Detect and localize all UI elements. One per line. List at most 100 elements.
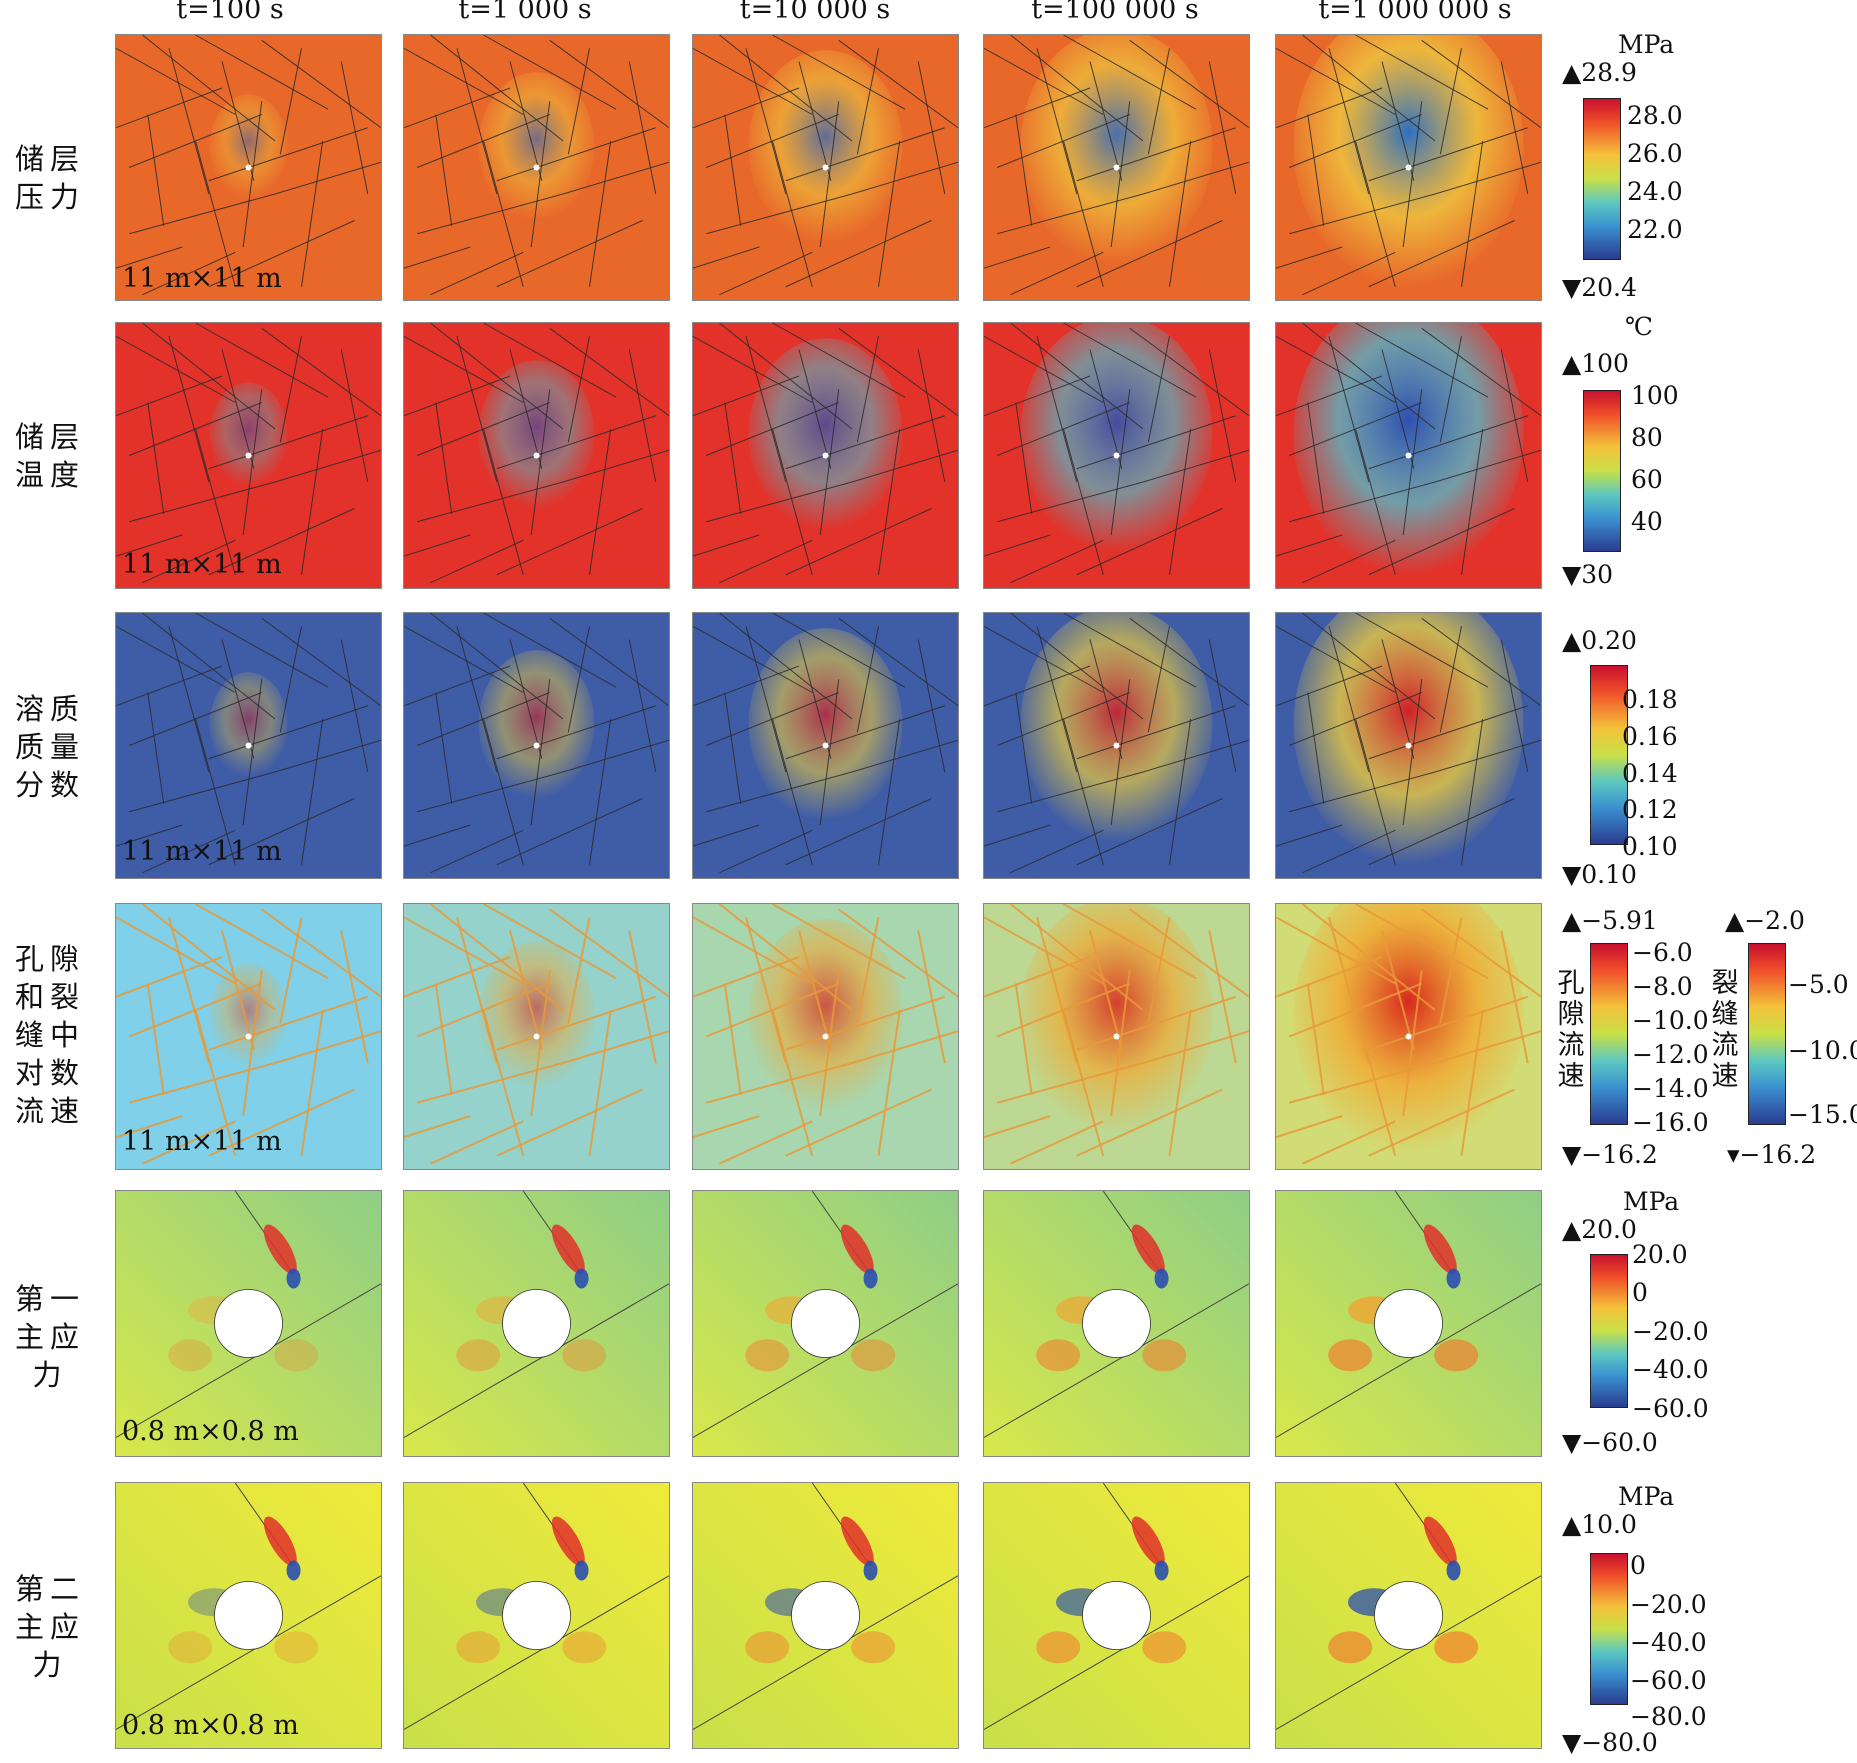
colorbar-tick: −20.0 bbox=[1630, 1590, 1707, 1619]
field-panel bbox=[1275, 903, 1542, 1170]
colorbar-tick: 40 bbox=[1631, 507, 1663, 536]
colorbar-tick: −15.0 bbox=[1788, 1100, 1857, 1129]
field-panel bbox=[403, 612, 670, 879]
colorbar-tick: 100 bbox=[1631, 381, 1679, 410]
colorbar-min-temperature: ▼30 bbox=[1562, 560, 1614, 589]
field-panel bbox=[692, 1482, 959, 1749]
colorbar-tick: −10.0 bbox=[1632, 1006, 1709, 1035]
row-label-stress2: 第二 主应力 bbox=[14, 1572, 85, 1682]
field-panel bbox=[403, 322, 670, 589]
colorbar-tick: 0.12 bbox=[1622, 795, 1678, 824]
colorbar-tick: −8.0 bbox=[1632, 972, 1693, 1001]
colorbar-fracture-velocity bbox=[1748, 943, 1786, 1125]
field-panel bbox=[1275, 34, 1542, 301]
colorbar-tick: 28.0 bbox=[1627, 101, 1683, 130]
field-panel bbox=[403, 1482, 670, 1749]
field-panel bbox=[983, 612, 1250, 879]
colorbar-pore-velocity bbox=[1590, 943, 1628, 1125]
colorbar-max-fracture-velocity: ▲−2.0 bbox=[1725, 906, 1805, 935]
colorbar-min-solute: ▼0.10 bbox=[1562, 860, 1637, 889]
time-header-100000s: t=100 000 s bbox=[1031, 0, 1199, 25]
colorbar-temperature bbox=[1583, 390, 1621, 552]
colorbar-side-label-fracture: 裂 缝 流 速 bbox=[1711, 968, 1739, 1092]
colorbar-pressure bbox=[1583, 98, 1621, 260]
colorbar-max-stress1: ▲20.0 bbox=[1562, 1215, 1637, 1244]
field-panel bbox=[403, 1190, 670, 1457]
scale-label-stress1: 0.8 m×0.8 m bbox=[122, 1416, 299, 1447]
field-panel bbox=[403, 34, 670, 301]
colorbar-min-pressure: ▼20.4 bbox=[1562, 273, 1637, 302]
time-header-100s: t=100 s bbox=[176, 0, 284, 25]
row-label-stress1: 第一 主应力 bbox=[14, 1282, 85, 1392]
colorbar-tick: −14.0 bbox=[1632, 1074, 1709, 1103]
scale-label-velocity: 11 m×11 m bbox=[122, 1126, 282, 1157]
colorbar-tick: 0 bbox=[1630, 1551, 1646, 1580]
colorbar-side-label-pore: 孔 隙 流 速 bbox=[1557, 968, 1585, 1092]
row-label-pressure: 储层 压力 bbox=[14, 142, 85, 214]
row-label-velocity: 孔隙 和裂 缝中 对数 流速 bbox=[14, 942, 85, 1128]
colorbar-tick: −20.0 bbox=[1632, 1317, 1709, 1346]
field-panel bbox=[692, 903, 959, 1170]
colorbar-tick: 0.16 bbox=[1622, 722, 1678, 751]
scale-label-solute: 11 m×11 m bbox=[122, 836, 282, 867]
colorbar-tick: 0 bbox=[1632, 1278, 1648, 1307]
colorbar-min-stress1: ▼−60.0 bbox=[1562, 1428, 1658, 1457]
colorbar-stress1 bbox=[1590, 1254, 1628, 1408]
colorbar-stress2 bbox=[1590, 1553, 1628, 1705]
colorbar-tick: −40.0 bbox=[1630, 1628, 1707, 1657]
colorbar-min-stress2: ▼−80.0 bbox=[1562, 1728, 1658, 1757]
time-header-1000000s: t=1 000 000 s bbox=[1318, 0, 1512, 25]
field-panel bbox=[692, 612, 959, 879]
field-panel bbox=[983, 322, 1250, 589]
scale-label-pressure: 11 m×11 m bbox=[122, 263, 282, 294]
colorbar-min-pore-velocity: ▼−16.2 bbox=[1562, 1140, 1658, 1169]
field-panel bbox=[115, 1190, 382, 1457]
scale-label-stress2: 0.8 m×0.8 m bbox=[122, 1710, 299, 1741]
field-panel bbox=[115, 612, 382, 879]
colorbar-max-stress2: ▲10.0 bbox=[1562, 1510, 1637, 1539]
field-panel bbox=[983, 1482, 1250, 1749]
colorbar-solute bbox=[1590, 665, 1628, 845]
colorbar-tick: −80.0 bbox=[1630, 1702, 1707, 1731]
colorbar-tick: −5.0 bbox=[1788, 970, 1849, 999]
field-panel bbox=[115, 34, 382, 301]
colorbar-tick: −10.0 bbox=[1788, 1036, 1857, 1065]
field-panel bbox=[1275, 1190, 1542, 1457]
colorbar-tick: 60 bbox=[1631, 465, 1663, 494]
colorbar-max-solute: ▲0.20 bbox=[1562, 626, 1637, 655]
colorbar-max-pore-velocity: ▲−5.91 bbox=[1562, 906, 1658, 935]
colorbar-tick: −16.0 bbox=[1632, 1108, 1709, 1137]
colorbar-tick: −60.0 bbox=[1632, 1394, 1709, 1423]
colorbar-tick: 22.0 bbox=[1627, 215, 1683, 244]
field-panel bbox=[692, 1190, 959, 1457]
colorbar-tick: 80 bbox=[1631, 423, 1663, 452]
field-panel bbox=[692, 322, 959, 589]
time-header-1000s: t=1 000 s bbox=[458, 0, 592, 25]
colorbar-unit-stress2: MPa bbox=[1618, 1482, 1675, 1511]
colorbar-max-pressure: ▲28.9 bbox=[1562, 58, 1637, 87]
colorbar-min-fracture-velocity: ▾−16.2 bbox=[1727, 1140, 1817, 1169]
colorbar-tick: 24.0 bbox=[1627, 177, 1683, 206]
field-panel bbox=[1275, 322, 1542, 589]
colorbar-tick: 20.0 bbox=[1632, 1240, 1688, 1269]
row-label-solute: 溶质 质量 分数 bbox=[14, 692, 85, 802]
colorbar-tick: −12.0 bbox=[1632, 1040, 1709, 1069]
colorbar-tick: −40.0 bbox=[1632, 1355, 1709, 1384]
field-panel bbox=[1275, 1482, 1542, 1749]
colorbar-tick: −60.0 bbox=[1630, 1666, 1707, 1695]
colorbar-tick: 0.10 bbox=[1622, 832, 1678, 861]
field-panel bbox=[1275, 612, 1542, 879]
colorbar-tick: 0.18 bbox=[1622, 685, 1678, 714]
colorbar-unit-pressure: MPa bbox=[1618, 30, 1675, 59]
field-panel bbox=[115, 1482, 382, 1749]
colorbar-tick: 0.14 bbox=[1622, 759, 1678, 788]
field-panel bbox=[403, 903, 670, 1170]
colorbar-max-temperature: ▲100 bbox=[1562, 349, 1629, 378]
field-panel bbox=[983, 34, 1250, 301]
colorbar-tick: 26.0 bbox=[1627, 139, 1683, 168]
field-panel bbox=[983, 1190, 1250, 1457]
colorbar-unit-temperature: ℃ bbox=[1625, 312, 1653, 341]
field-panel bbox=[115, 903, 382, 1170]
colorbar-tick: −6.0 bbox=[1632, 938, 1693, 967]
